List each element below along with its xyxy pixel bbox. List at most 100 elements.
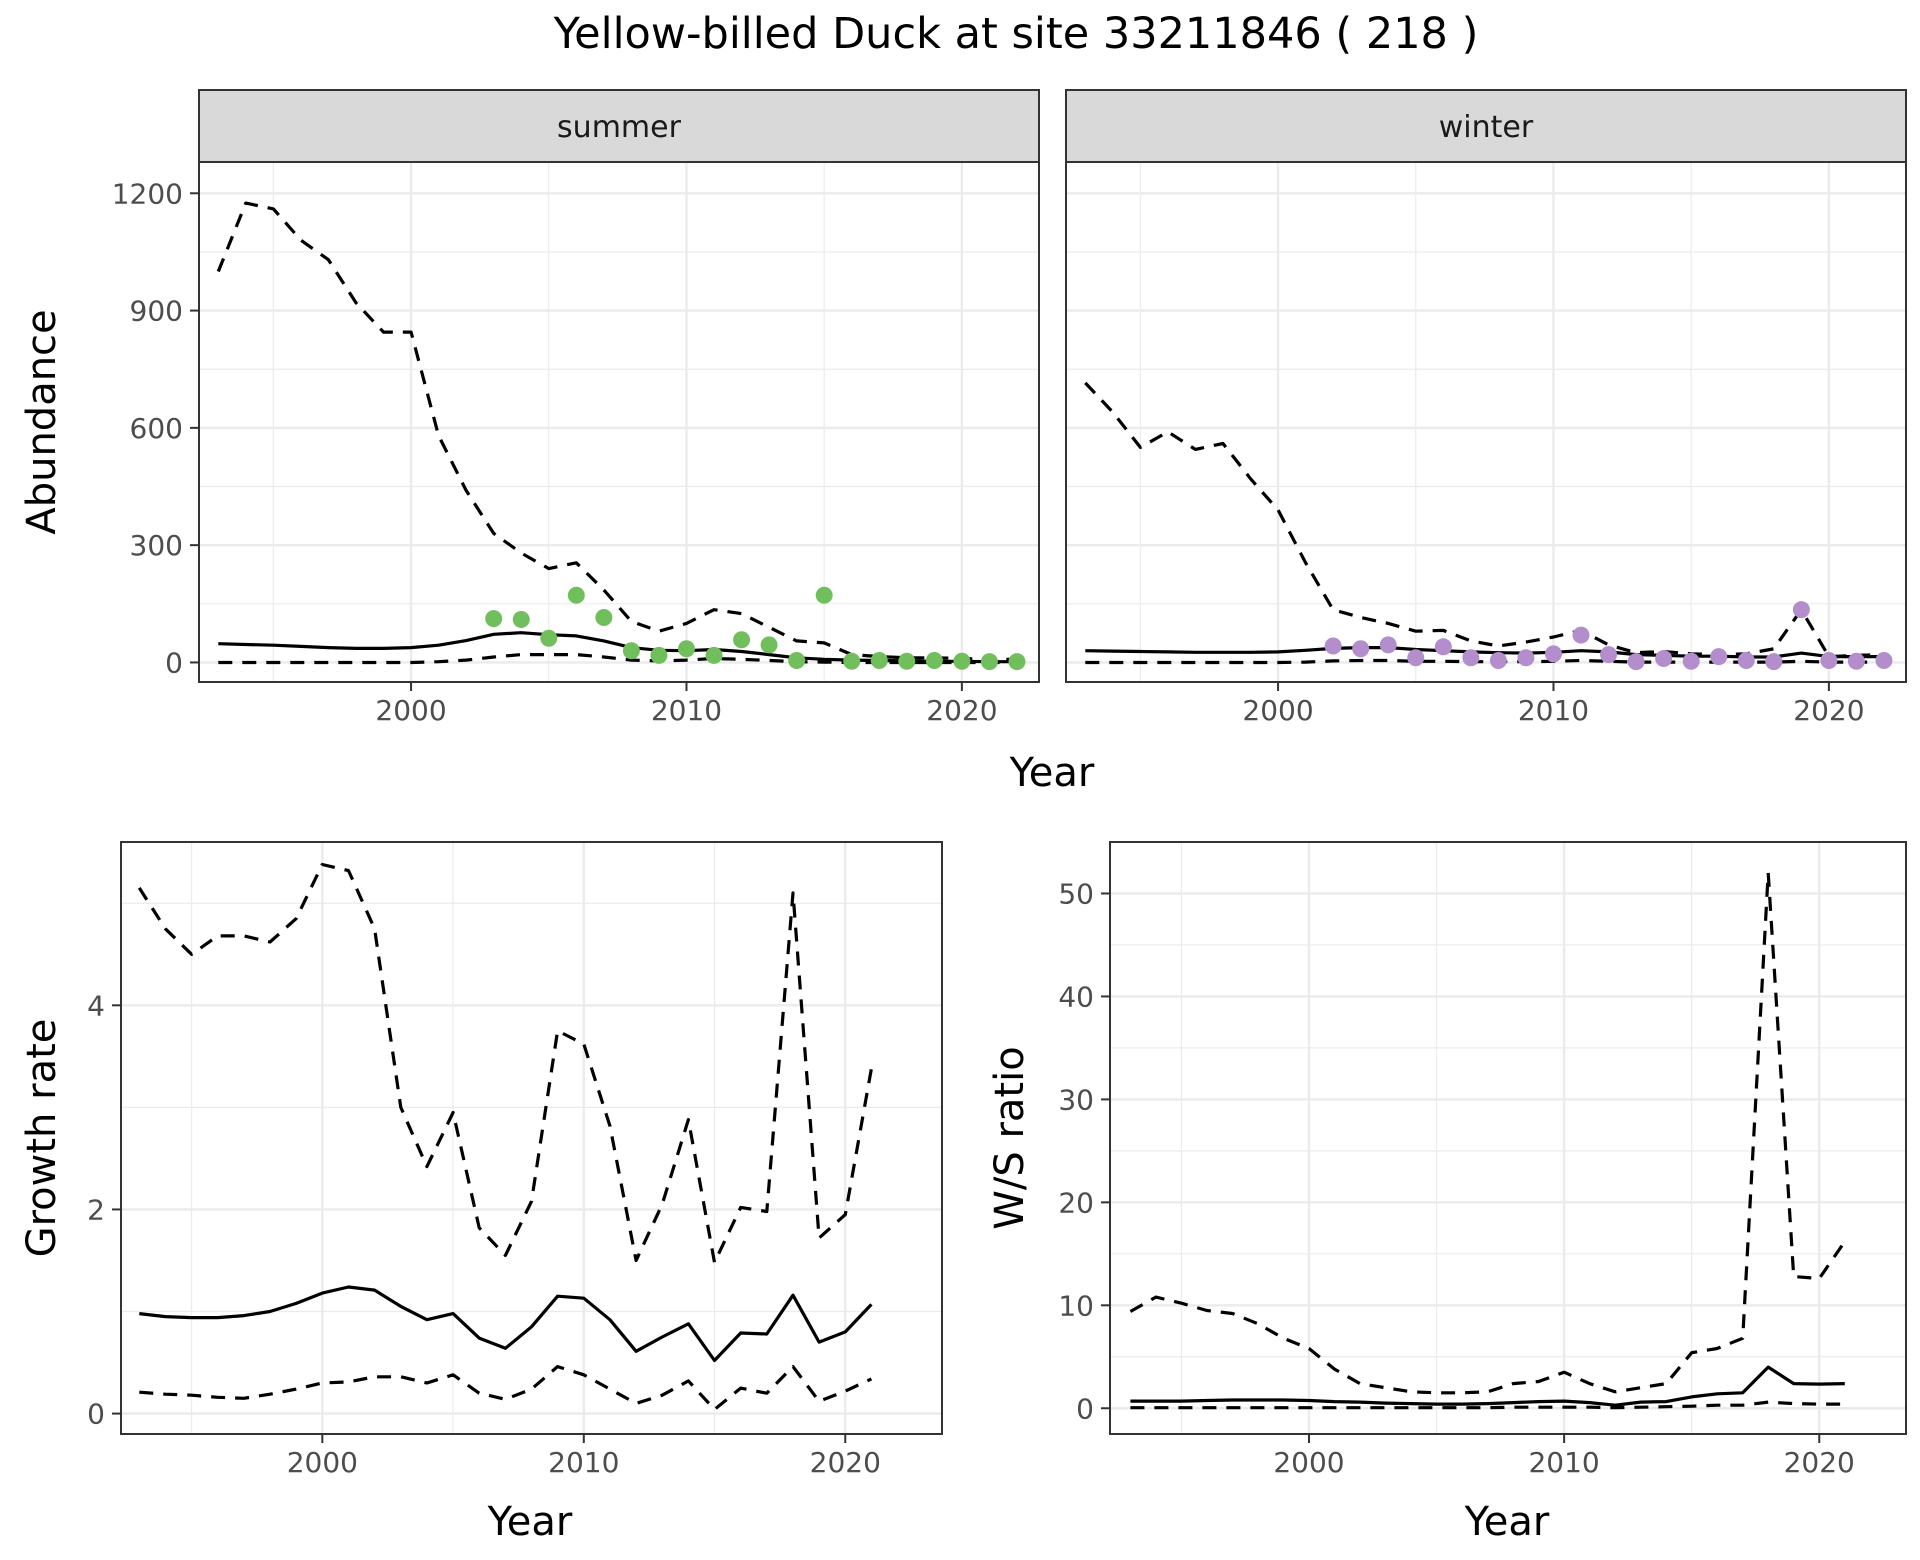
- abundance-summer-strip: [198, 89, 1040, 163]
- y-tick-label: 900: [130, 295, 183, 328]
- abundance-summer-lower-ci-line: [218, 653, 1017, 665]
- y-tick-label: 0: [1076, 1392, 1094, 1425]
- abundance-winter-observed-point: [1820, 651, 1838, 669]
- abundance-summer-observed-point: [595, 608, 613, 626]
- x-tick-label: 2020: [926, 694, 997, 727]
- abundance-winter-observed-point: [1627, 653, 1645, 671]
- abundance-y-axis-title: Abundance: [19, 309, 65, 534]
- growth-y-axis-title: Growth rate: [19, 1019, 65, 1258]
- abundance-winter-observed-point: [1489, 651, 1507, 669]
- x-tick-label: 2010: [651, 694, 722, 727]
- growth-x-axis: 2000 2010 2020: [287, 1434, 881, 1479]
- growth-gridlines: [121, 842, 942, 1434]
- abundance-summer-observed-point: [1008, 653, 1026, 671]
- x-tick-label: 2000: [287, 1446, 358, 1479]
- ws-ratio-panel-border: [1109, 841, 1907, 1435]
- y-tick-label: 1200: [112, 177, 183, 210]
- ws-ratio-series: [1129, 871, 1847, 1410]
- y-tick-label: 600: [130, 412, 183, 445]
- abundance-summer-observed-point: [815, 586, 833, 604]
- abundance-winter-observed-point: [1379, 636, 1397, 654]
- abundance-summer-observed-point: [677, 640, 695, 658]
- abundance-winter-observed-point: [1407, 649, 1425, 667]
- abundance-winter-observed-point: [1682, 652, 1700, 670]
- abundance-summer-observed-point: [925, 651, 943, 669]
- abundance-winter-observed-point: [1544, 645, 1562, 663]
- abundance-summer-observed-point: [733, 631, 751, 649]
- abundance-summer-observed-point: [567, 586, 585, 604]
- abundance-summer-observed-point: [650, 646, 668, 664]
- y-tick-label: 2: [87, 1193, 105, 1226]
- ws-ratio-y-axis-title: W/S ratio: [987, 1046, 1033, 1229]
- abundance-winter-observed-point: [1765, 653, 1783, 671]
- abundance-winter-observed-point: [1655, 650, 1673, 668]
- abundance-winter-observed-point: [1847, 652, 1865, 670]
- abundance-summer-observed-point: [980, 653, 998, 671]
- y-tick-label: 50: [1058, 877, 1094, 910]
- abundance-summer-observed-point: [788, 651, 806, 669]
- abundance-summer-strip-label: summer: [557, 110, 682, 145]
- x-tick-label: 2020: [1784, 1446, 1855, 1479]
- abundance-winter-observed-point: [1352, 640, 1370, 658]
- x-tick-label: 2000: [1273, 1446, 1344, 1479]
- growth-panel-border: [120, 841, 943, 1435]
- abundance-winter-strip-label: winter: [1439, 110, 1534, 145]
- growth-upper-ci-line: [137, 862, 873, 1265]
- abundance-summer-series: [216, 201, 1026, 671]
- abundance-winter-observed-point: [1710, 648, 1728, 666]
- x-tick-label: 2020: [1793, 694, 1864, 727]
- ws-ratio-gridlines: [1110, 841, 1906, 1434]
- abundance-summer-observed-point: [870, 651, 888, 669]
- abundance-summer-observed-point: [540, 629, 558, 647]
- abundance-summer-observed-point: [512, 610, 530, 628]
- x-tick-label: 2010: [1518, 694, 1589, 727]
- abundance-winter-gridlines: [1066, 162, 1906, 682]
- y-tick-label: 0: [87, 1398, 105, 1431]
- growth-y-axis: 0 2 4: [87, 989, 121, 1431]
- x-tick-label: 2010: [548, 1446, 619, 1479]
- abundance-winter-observed-point: [1434, 638, 1452, 656]
- y-tick-label: 0: [165, 646, 183, 679]
- abundance-summer-observed-point: [760, 636, 778, 654]
- y-tick-label: 30: [1058, 1083, 1094, 1116]
- abundance-winter-observed-point: [1462, 649, 1480, 667]
- abundance-winter-strip: [1065, 89, 1907, 163]
- abundance-summer-observed-point: [705, 646, 723, 664]
- abundance-winter-observed-point: [1792, 601, 1810, 619]
- growth-rate-plot: 2000 2010 2020 0 2 4 Year Growth rate: [19, 841, 943, 1545]
- figure-title: Yellow-billed Duck at site 33211846 ( 21…: [553, 9, 1479, 59]
- x-tick-label: 2000: [1242, 694, 1313, 727]
- abundance-summer-y-axis: 0 300 600 900 1200: [112, 177, 199, 679]
- abundance-winter-observed-point: [1737, 651, 1755, 669]
- y-tick-label: 300: [130, 529, 183, 562]
- abundance-summer-observed-point: [622, 642, 640, 660]
- abundance-summer-upper-ci-line: [216, 201, 1017, 661]
- abundance-x-axis-title: Year: [1009, 750, 1095, 796]
- x-tick-label: 2020: [810, 1446, 881, 1479]
- growth-series: [137, 862, 873, 1412]
- ws-ratio-x-axis: 2000 2010 2020: [1273, 1434, 1855, 1479]
- abundance-summer-observed-point: [898, 652, 916, 670]
- abundance-winter-observed-point: [1875, 651, 1893, 669]
- ws-ratio-mean-line: [1130, 1365, 1845, 1407]
- growth-mean-line: [139, 1285, 873, 1363]
- abundance-winter-series: [1084, 381, 1893, 671]
- abundance-summer-observed-point: [843, 652, 861, 670]
- y-tick-label: 4: [87, 989, 105, 1022]
- ws-ratio-plot: 2000 2010 2020 0 10 20 30 40 50 Year W/S ratio: [987, 841, 1907, 1545]
- abundance-winter-lower-ci-line: [1085, 658, 1884, 665]
- abundance-summer-observed-point: [953, 652, 971, 670]
- growth-x-axis-title: Year: [487, 1499, 573, 1545]
- y-tick-label: 40: [1058, 980, 1094, 1013]
- growth-lower-ci-line: [139, 1365, 873, 1412]
- abundance-winter-observed-point: [1600, 646, 1618, 664]
- ws-ratio-upper-ci-line: [1129, 871, 1847, 1395]
- abundance-summer-x-axis: 2000 2010 2020: [375, 682, 998, 727]
- abundance-winter-x-axis: 2000 2010 2020: [1242, 682, 1865, 727]
- y-tick-label: 20: [1058, 1186, 1094, 1219]
- y-tick-label: 10: [1058, 1289, 1094, 1322]
- abundance-winter-observed-point: [1517, 649, 1535, 667]
- abundance-plot: 2000 2010 2020 0 300 600 900 1200 summer 2000 2010…: [19, 89, 1907, 796]
- x-tick-label: 2010: [1528, 1446, 1599, 1479]
